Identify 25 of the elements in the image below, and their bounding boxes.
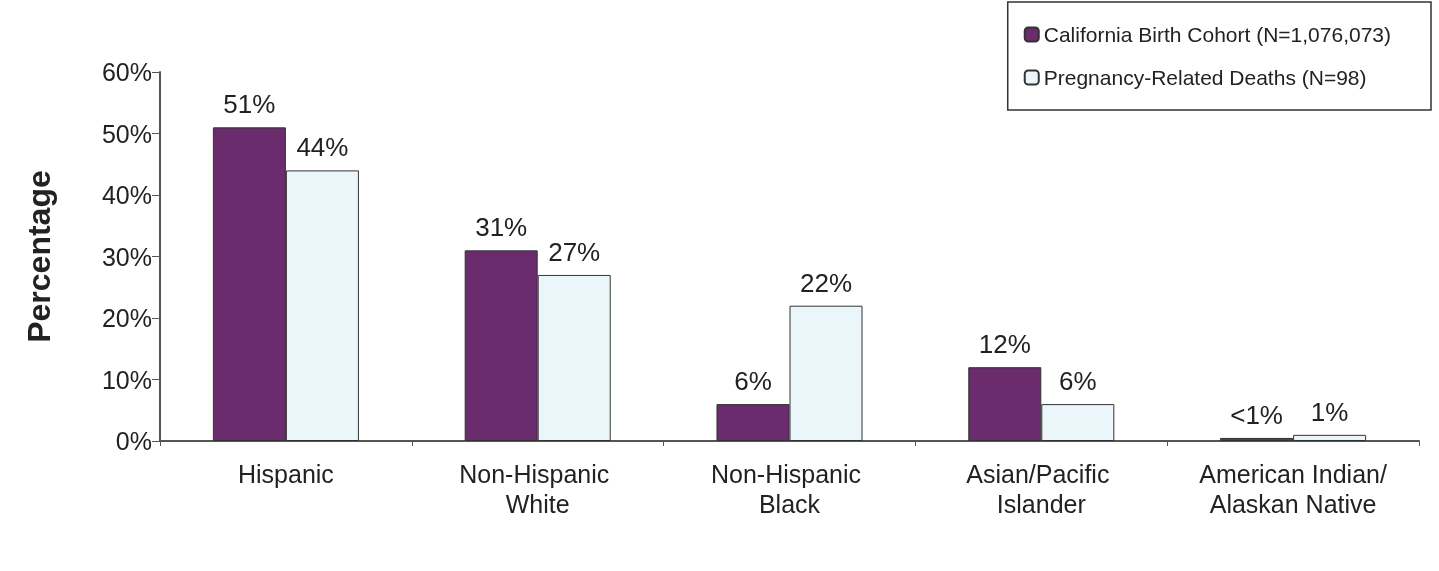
y-tick-label: 0%: [115, 427, 152, 455]
y-tick-label: 50%: [101, 119, 152, 148]
data-label: <1%: [1230, 399, 1283, 430]
x-tick-label: Non-Hispanic White: [459, 460, 617, 518]
x-tick-label: American Indian/Alaskan Native: [1199, 460, 1387, 518]
x-tick-label: Hispanic: [237, 460, 334, 488]
data-label: 1%: [1310, 396, 1349, 427]
data-label: 12%: [978, 329, 1031, 360]
data-label: 31%: [475, 212, 528, 243]
legend-label: Pregnancy-Related Deaths (N=98): [1043, 66, 1367, 89]
y-axis-title: Percentage: [21, 170, 57, 343]
x-tick-label: Asian/Pacific Islander: [966, 460, 1117, 518]
legend-label: California Birth Cohort (N=1,076,073): [1043, 23, 1392, 46]
data-label: 51%: [223, 89, 276, 120]
data-label: 27%: [548, 236, 601, 267]
x-tick-label: Non-Hispanic Black: [710, 460, 869, 518]
y-tick-label: 10%: [101, 365, 152, 394]
y-tick-label: 60%: [101, 58, 152, 86]
y-tick-label: 30%: [101, 242, 152, 271]
data-label: 44%: [296, 132, 349, 163]
y-tick-label: 20%: [101, 304, 152, 332]
data-label: 6%: [1059, 366, 1097, 397]
data-label: 6%: [734, 366, 772, 397]
y-tick-label: 40%: [101, 181, 152, 209]
data-label: 22%: [799, 267, 853, 298]
